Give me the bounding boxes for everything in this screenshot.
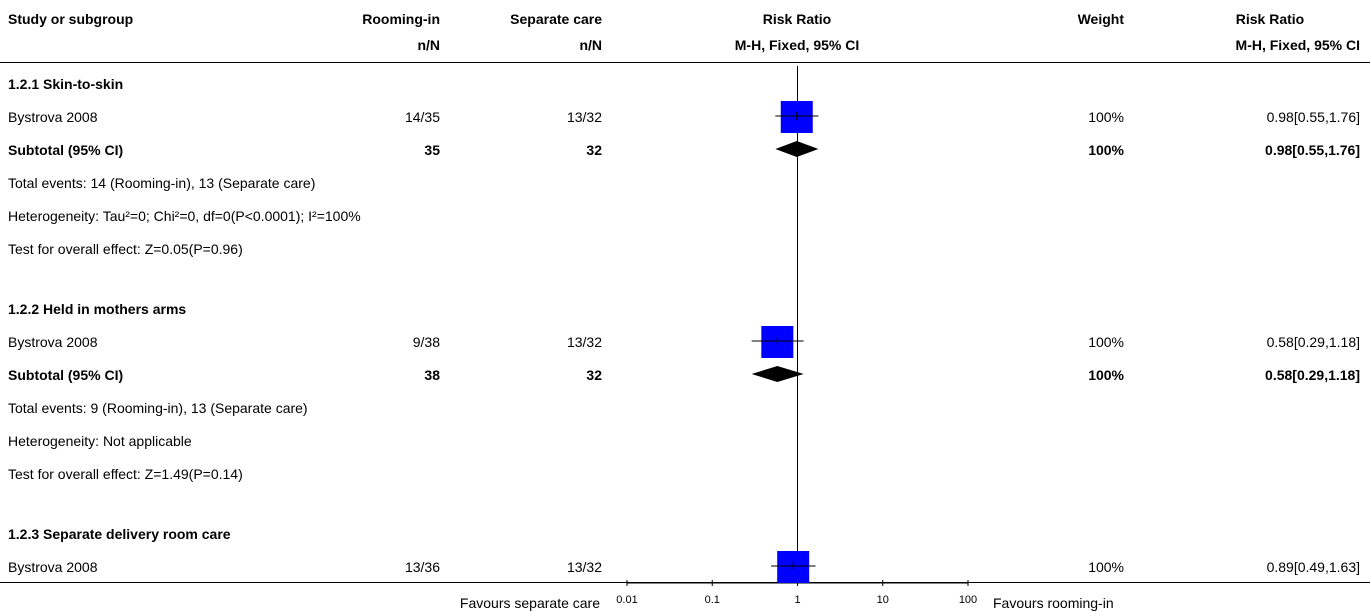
x-axis-tick-label: 10 — [877, 594, 889, 606]
subtotal-group1: 35 — [424, 142, 440, 158]
subgroup-title: 1.2.2 Held in mothers arms — [8, 301, 187, 317]
study-group1-events: 13/36 — [404, 559, 440, 575]
col-header-effect2: Risk Ratio — [1235, 11, 1305, 27]
heterogeneity-note: Heterogeneity: Tau²=0; Chi²=0, df=0(P<0.… — [8, 208, 361, 224]
study-group1-events: 9/38 — [412, 334, 440, 350]
study-ci-text: 0.58[0.29,1.18] — [1266, 334, 1360, 350]
col-header-study: Study or subgroup — [8, 11, 134, 27]
heterogeneity-note: Heterogeneity: Not applicable — [8, 433, 192, 449]
subtotal-diamond — [751, 366, 804, 382]
subtotal-ci-text: 0.58[0.29,1.18] — [1265, 367, 1360, 383]
study-name: Bystrova 2008 — [8, 334, 98, 350]
subtotal-ci-text: 0.98[0.55,1.76] — [1265, 142, 1360, 158]
col-header-group1-sub: n/N — [417, 37, 440, 53]
subtotal-label: Subtotal (95% CI) — [8, 367, 124, 383]
study-group2-events: 13/32 — [566, 334, 602, 350]
study-weight: 100% — [1088, 334, 1124, 350]
favours-right-label: Favours rooming-in — [993, 595, 1114, 611]
subtotal-label: Subtotal (95% CI) — [8, 142, 124, 158]
study-name: Bystrova 2008 — [8, 559, 98, 575]
study-name: Bystrova 2008 — [8, 109, 98, 125]
subtotal-group2: 32 — [586, 367, 602, 383]
study-ci-text: 0.89[0.49,1.63] — [1266, 559, 1360, 575]
col-header-group2: Separate care — [510, 11, 602, 27]
header-divider — [0, 62, 1370, 63]
study-ci-text: 0.98[0.55,1.76] — [1266, 109, 1360, 125]
subtotal-weight: 100% — [1088, 367, 1124, 383]
study-weight: 100% — [1088, 559, 1124, 575]
study-group2-events: 13/32 — [566, 109, 602, 125]
overall-effect-note: Test for overall effect: Z=1.49(P=0.14) — [8, 466, 243, 482]
study-group2-events: 13/32 — [566, 559, 602, 575]
total-events-note: Total events: 14 (Rooming-in), 13 (Separ… — [8, 175, 316, 191]
subgroup-title: 1.2.1 Skin-to-skin — [8, 76, 124, 92]
x-axis-tick-label: 1 — [794, 594, 800, 606]
favours-left-label: Favours separate care — [459, 595, 600, 611]
subgroup-title: 1.2.3 Separate delivery room care — [8, 526, 231, 542]
x-axis-tick-label: 0.01 — [616, 594, 637, 606]
col-header-effect: Risk Ratio — [762, 11, 832, 27]
col-header-group2-sub: n/N — [579, 37, 602, 53]
x-axis-tick-label: 0.1 — [705, 594, 720, 606]
overall-effect-note: Test for overall effect: Z=0.05(P=0.96) — [8, 241, 243, 257]
subtotal-group1: 38 — [424, 367, 440, 383]
subtotal-weight: 100% — [1088, 142, 1124, 158]
study-group1-events: 14/35 — [404, 109, 440, 125]
total-events-note: Total events: 9 (Rooming-in), 13 (Separa… — [8, 400, 308, 416]
col-header-effect2-sub: M-H, Fixed, 95% CI — [1235, 37, 1360, 53]
x-axis-tick-label: 100 — [959, 594, 977, 606]
col-header-weight: Weight — [1077, 11, 1124, 27]
subtotal-group2: 32 — [586, 142, 602, 158]
col-header-effect-sub: M-H, Fixed, 95% CI — [734, 37, 860, 53]
col-header-group1: Rooming-in — [362, 11, 440, 27]
subtotal-diamond — [775, 141, 819, 157]
study-weight: 100% — [1088, 109, 1124, 125]
